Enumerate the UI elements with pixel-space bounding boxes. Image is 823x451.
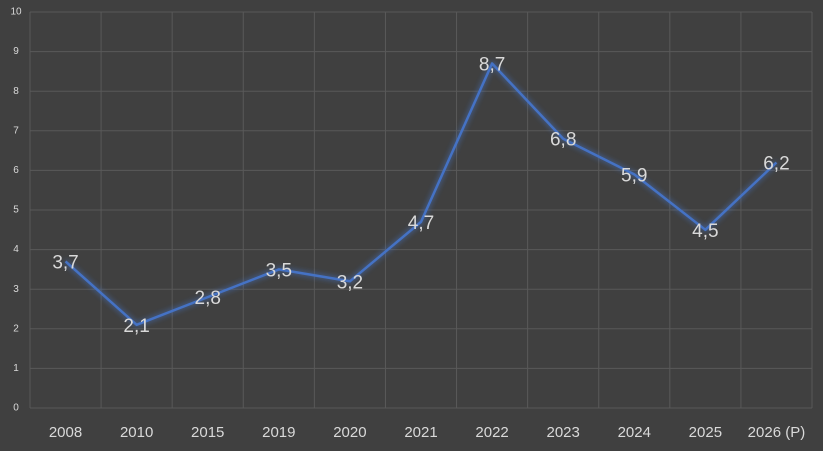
y-tick-label: 8 <box>13 86 19 97</box>
data-label: 6,8 <box>550 130 576 151</box>
x-tick-label: 2008 <box>49 424 82 441</box>
y-tick-label: 5 <box>13 205 19 216</box>
data-label: 5,9 <box>621 165 647 186</box>
x-tick-label: 2019 <box>262 424 295 441</box>
data-label: 3,2 <box>337 272 363 293</box>
x-tick-label: 2025 <box>689 424 722 441</box>
y-tick-label: 2 <box>13 323 19 334</box>
x-tick-label: 2026 (P) <box>748 424 806 441</box>
data-label: 4,5 <box>692 221 718 242</box>
x-tick-label: 2022 <box>475 424 508 441</box>
y-tick-label: 0 <box>13 403 19 414</box>
x-tick-label: 2021 <box>404 424 437 441</box>
y-tick-label: 7 <box>13 125 19 136</box>
data-label: 3,7 <box>52 252 78 273</box>
x-tick-label: 2020 <box>333 424 366 441</box>
x-tick-label: 2010 <box>120 424 153 441</box>
data-label: 4,7 <box>408 213 434 234</box>
x-tick-label: 2024 <box>618 424 651 441</box>
data-label: 2,1 <box>123 316 149 337</box>
x-tick-label: 2015 <box>191 424 224 441</box>
x-tick-label: 2023 <box>546 424 579 441</box>
data-label: 3,5 <box>266 260 292 281</box>
data-label: 2,8 <box>195 288 221 309</box>
y-tick-label: 10 <box>10 7 22 18</box>
data-label: 8,7 <box>479 54 505 75</box>
y-tick-label: 6 <box>13 165 19 176</box>
y-tick-label: 4 <box>13 244 19 255</box>
line <box>64 62 778 327</box>
y-tick-label: 9 <box>13 46 19 57</box>
data-label: 6,2 <box>763 153 789 174</box>
y-tick-label: 1 <box>13 363 19 374</box>
y-tick-label: 3 <box>13 284 19 295</box>
